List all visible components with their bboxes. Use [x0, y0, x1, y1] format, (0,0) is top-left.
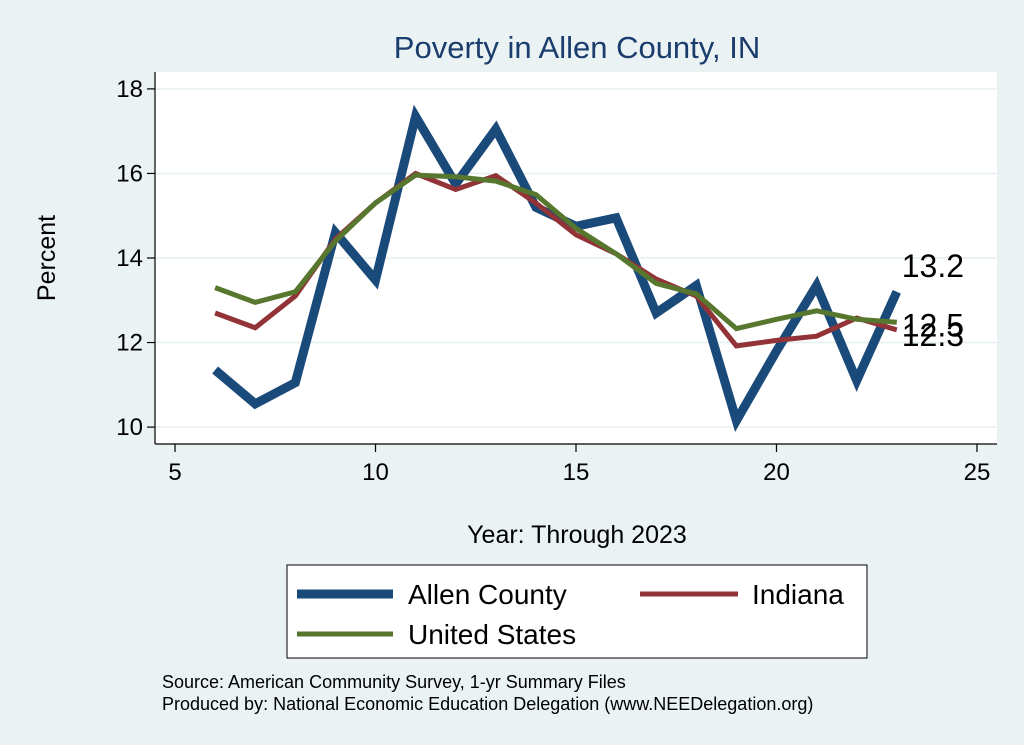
y-tick-label: 10 [116, 414, 143, 441]
x-tick-label: 15 [563, 459, 590, 486]
y-tick-label: 16 [116, 160, 143, 187]
x-ticks: 5 10 15 20 25 [168, 444, 990, 486]
legend: Allen County Indiana United States [297, 579, 844, 650]
x-axis-label: Year: Through 2023 [467, 521, 687, 549]
legend-label-united-states: United States [408, 619, 576, 650]
series-line-united-states [214, 172, 897, 332]
y-tick-label: 14 [116, 245, 143, 272]
legend-box [286, 564, 868, 659]
legend-label-indiana: Indiana [752, 579, 844, 610]
end-label-united-states: 12.5 [902, 307, 964, 343]
grid-lines [155, 88, 997, 428]
x-tick-label: 20 [763, 459, 790, 486]
y-ticks: 10 12 14 16 18 [116, 76, 155, 441]
legend-label-allen-county: Allen County [408, 579, 567, 610]
y-axis-label: Percent [33, 215, 61, 301]
y-tick-label: 18 [116, 76, 143, 103]
producer-note: Produced by: National Economic Education… [162, 694, 813, 714]
x-tick-label: 25 [964, 459, 991, 486]
series-lines [212, 104, 901, 433]
source-note: Source: American Community Survey, 1-yr … [162, 672, 626, 692]
x-tick-label: 10 [362, 459, 389, 486]
x-tick-label: 5 [168, 459, 181, 486]
y-tick-label: 12 [116, 330, 143, 357]
end-labels: 13.2 12.312.5 [902, 248, 964, 353]
end-label-indiana: 12.3 [902, 317, 964, 353]
chart-title: Poverty in Allen County, IN [394, 30, 760, 65]
end-label-allen-county: 13.2 [902, 248, 964, 284]
